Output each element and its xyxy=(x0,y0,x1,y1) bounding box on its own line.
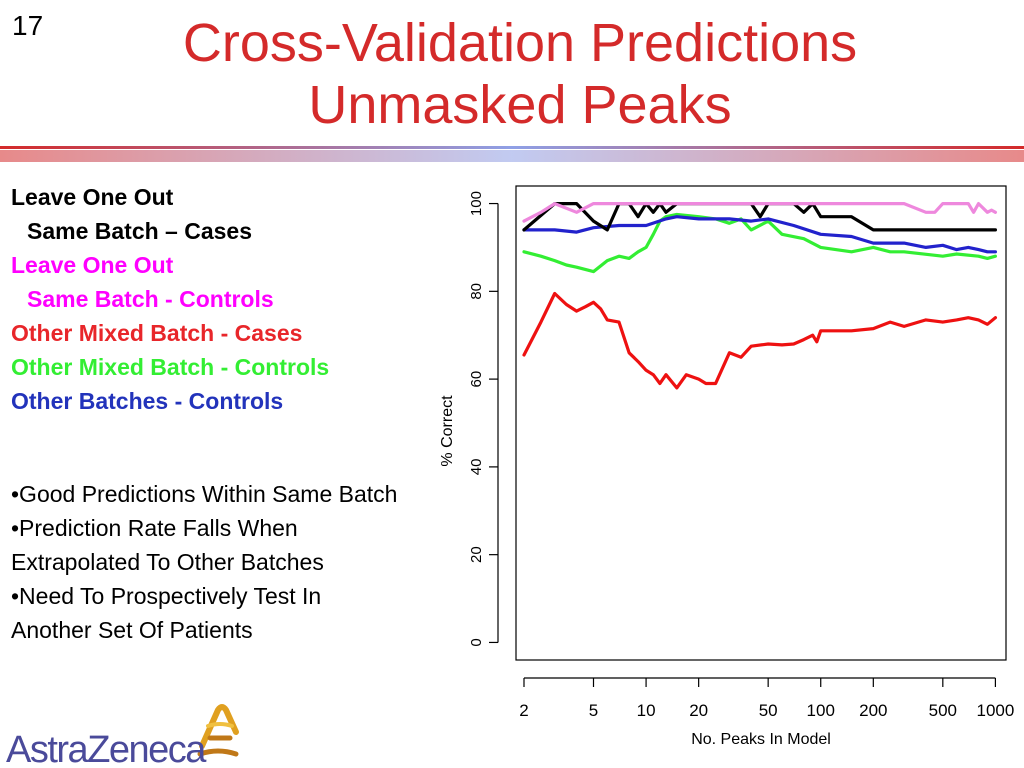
line-chart: 0 20 40 60 80 100 2 5 10 20 50 100 200 500 1000 No. Pea… xyxy=(439,185,1014,748)
bullet-line: •Good Predictions Within Same Batch xyxy=(11,481,398,507)
y-tick-label: 100 xyxy=(468,191,485,216)
legend-loo-cases-2: Same Batch – Cases xyxy=(27,218,253,244)
bullet-line: •Prediction Rate Falls When xyxy=(11,515,298,541)
series-line xyxy=(522,215,998,254)
bullet-list: •Good Predictions Within Same Batch •Pre… xyxy=(11,477,397,647)
legend-loo-controls-1: Leave One Out xyxy=(11,252,174,278)
legend-other-controls: Other Batches - Controls xyxy=(11,388,284,414)
x-tick-label: 2 xyxy=(519,701,528,720)
x-tick-label: 200 xyxy=(859,701,887,720)
legend-loo-cases-1: Leave One Out xyxy=(11,184,174,210)
y-axis-title: % Correct xyxy=(439,395,456,467)
logo-wordmark: AstraZeneca xyxy=(6,729,207,768)
x-tick-label: 5 xyxy=(589,701,598,720)
bullet-line: •Need To Prospectively Test In xyxy=(11,583,322,609)
x-tick-label: 50 xyxy=(759,701,778,720)
series-line xyxy=(522,202,998,223)
y-tick-label: 20 xyxy=(468,546,485,563)
x-axis-title: No. Peaks In Model xyxy=(691,731,831,748)
title-divider xyxy=(0,146,1024,162)
x-tick-label: 1000 xyxy=(976,701,1014,720)
x-tick-label: 20 xyxy=(689,701,708,720)
x-tick-label: 100 xyxy=(807,701,835,720)
x-tick-label: 500 xyxy=(929,701,957,720)
slide-title-line-1: Cross-Validation Predictions xyxy=(182,13,858,73)
series-legend: Leave One Out Same Batch – Cases Leave O… xyxy=(11,180,329,418)
slide-number: 17 xyxy=(12,10,44,41)
bullet-line: Extrapolated To Other Batches xyxy=(11,549,324,575)
y-tick-label: 60 xyxy=(468,371,485,388)
y-tick-label: 0 xyxy=(468,638,485,646)
y-tick-label: 80 xyxy=(468,283,485,300)
slide-title: Cross-Validation Predictions Unmasked Pe… xyxy=(60,12,980,136)
legend-mixed-controls: Other Mixed Batch - Controls xyxy=(11,354,330,380)
bullet-line: Another Set Of Patients xyxy=(11,617,253,643)
legend-loo-controls-2: Same Batch - Controls xyxy=(27,286,274,312)
plot-frame xyxy=(515,185,1007,661)
x-tick-label: 10 xyxy=(637,701,656,720)
legend-mixed-cases: Other Mixed Batch - Cases xyxy=(11,320,303,346)
logo-emblem-icon xyxy=(197,704,239,757)
series-line xyxy=(522,291,998,390)
astrazeneca-logo: AstraZeneca xyxy=(6,704,239,768)
slide-title-line-2: Unmasked Peaks xyxy=(308,75,732,135)
y-tick-label: 40 xyxy=(468,459,485,476)
